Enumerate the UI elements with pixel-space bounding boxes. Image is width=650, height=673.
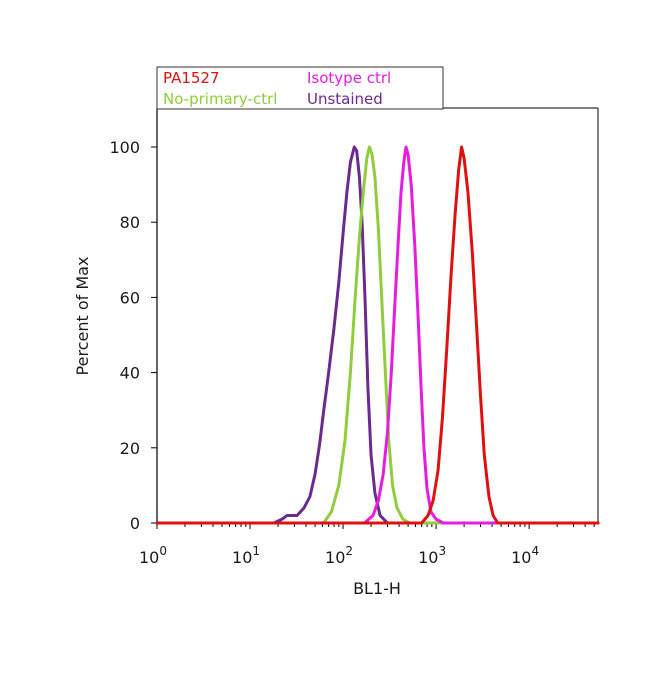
y-tick-label: 80 xyxy=(120,213,140,232)
series-line-pa1527 xyxy=(155,145,600,525)
series-layer xyxy=(155,145,600,525)
series-line-no-primary-ctrl xyxy=(155,145,600,525)
y-tick-label: 100 xyxy=(109,138,140,157)
legend-label-pa1527: PA1527 xyxy=(163,69,220,87)
y-axis-title: Percent of Max xyxy=(73,257,92,376)
y-tick-label: 40 xyxy=(120,364,140,383)
x-tick-label: 101 xyxy=(232,544,260,567)
y-tick-label: 20 xyxy=(120,439,140,458)
legend-label-unstained: Unstained xyxy=(307,90,383,108)
x-tick-label: 104 xyxy=(511,544,539,567)
plot-frame xyxy=(156,107,599,524)
x-tick-label: 103 xyxy=(418,544,446,567)
x-axis-title: BL1-H xyxy=(353,579,401,598)
series-line-unstained xyxy=(155,145,600,525)
x-tick-label: 102 xyxy=(325,544,353,567)
legend: PA1527 Isotype ctrl No-primary-ctrl Unst… xyxy=(156,66,444,110)
x-tick-label: 100 xyxy=(139,544,167,567)
x-axis-ticks: 100 101 102 103 104 xyxy=(139,523,595,567)
y-axis-ticks: 0 20 40 60 80 100 xyxy=(109,138,157,533)
y-tick-label: 0 xyxy=(130,514,140,533)
series-line-isotype-ctrl xyxy=(155,145,600,525)
legend-label-isotype-ctrl: Isotype ctrl xyxy=(307,69,391,87)
legend-label-no-primary-ctrl: No-primary-ctrl xyxy=(163,90,277,108)
y-tick-label: 60 xyxy=(120,288,140,307)
legend-box xyxy=(156,66,444,110)
